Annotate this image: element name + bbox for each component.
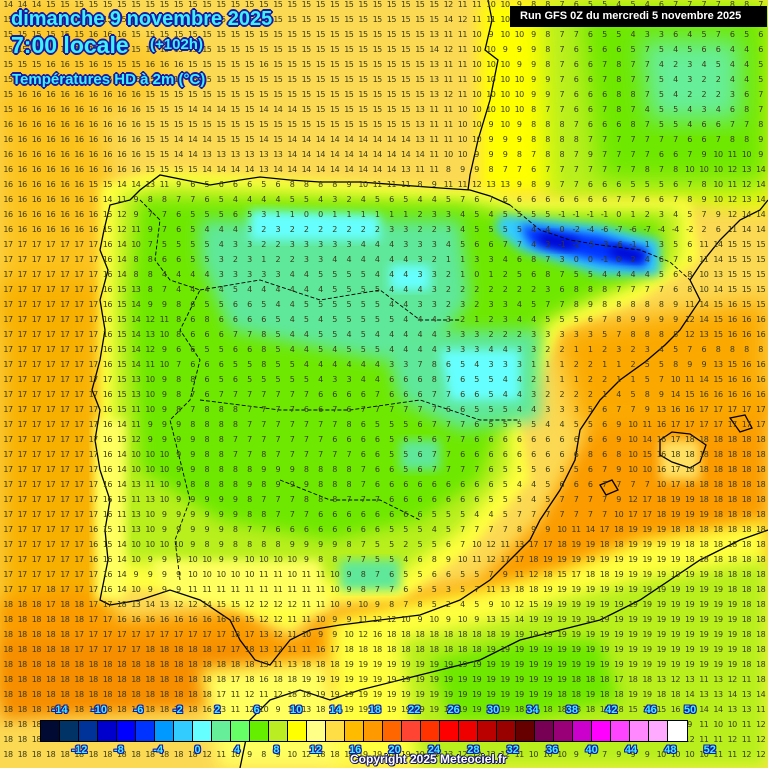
region-border-2 [199, 399, 520, 421]
legend-label-bottom: -4 [153, 744, 164, 756]
legend-swatch [250, 721, 269, 741]
legend-label-bottom: 20 [388, 744, 401, 756]
region-border-1 [199, 279, 460, 321]
coastline-iberia-west [91, 229, 111, 606]
legend-label-top: -2 [173, 704, 183, 716]
legend-swatch [155, 721, 174, 741]
coastline-africa [239, 529, 768, 768]
legend-label-top: 6 [253, 704, 260, 716]
legend-label-bottom: -8 [113, 744, 124, 756]
legend-swatch [630, 721, 649, 741]
legend-swatch [98, 721, 117, 741]
legend-swatch [307, 721, 326, 741]
legend-swatch [136, 721, 155, 741]
legend-label-top: 30 [486, 704, 500, 716]
legend-label-top: -10 [91, 704, 108, 716]
legend-swatch [516, 721, 535, 741]
coastline-france-west [467, 0, 499, 191]
legend-swatch [497, 721, 516, 741]
parameter-title: Températures HD à 2m (°C) [12, 71, 206, 88]
legend-label-top: 34 [526, 704, 539, 716]
legend-swatch [668, 721, 687, 741]
legend-label-top: -6 [133, 704, 144, 716]
legend-swatch [79, 721, 98, 741]
legend-label-bottom: 4 [233, 744, 241, 756]
legend-swatch [554, 721, 573, 741]
legend-label-top: 42 [605, 704, 618, 716]
legend-label-top: 22 [408, 704, 421, 716]
coastline-france-med [689, 199, 768, 281]
legend-swatch [440, 721, 459, 741]
legend-swatch [459, 721, 478, 741]
border-portugal-spain [139, 199, 201, 581]
legend-swatch [174, 721, 193, 741]
legend-label-bottom: 24 [427, 744, 441, 756]
legend-swatch [117, 721, 136, 741]
coastline-iberia-south [109, 279, 701, 666]
legend-label-top: 2 [214, 704, 221, 716]
borders [139, 199, 691, 581]
legend-label-bottom: 12 [309, 744, 322, 756]
legend-swatch [478, 721, 497, 741]
legend-label-bottom: 52 [703, 744, 716, 756]
legend-swatch [364, 721, 383, 741]
legend-label-bottom: 44 [624, 744, 638, 756]
legend-label-top: 10 [289, 704, 303, 716]
forecast-date: dimanche 9 novembre 2025 [11, 8, 273, 30]
legend-label-top: 46 [644, 704, 657, 716]
legend-label-bottom: 16 [349, 744, 362, 756]
legend-label-bottom: 8 [273, 744, 280, 756]
legend-label-top: 18 [368, 704, 382, 716]
coastlines [91, 0, 768, 768]
legend-swatch [269, 721, 288, 741]
lead-time: (+102h) [150, 36, 203, 53]
legend-swatch [611, 721, 630, 741]
legend-swatch [60, 721, 79, 741]
legend-label-bottom: 32 [506, 744, 519, 756]
legend-swatch [326, 721, 345, 741]
region-border-3 [279, 479, 421, 521]
legend-swatch [383, 721, 402, 741]
legend-label-bottom: 28 [467, 744, 480, 756]
legend-label-bottom: 0 [194, 744, 201, 756]
color-scale-legend [40, 720, 688, 742]
legend-swatch [535, 721, 554, 741]
legend-swatch [592, 721, 611, 741]
legend-swatch [573, 721, 592, 741]
balearic-menorca [728, 414, 753, 433]
legend-label-top: 50 [683, 704, 697, 716]
legend-swatch [649, 721, 668, 741]
legend-label-bottom: 40 [585, 744, 598, 756]
legend-label-bottom: 48 [664, 744, 677, 756]
legend-label-top: 38 [565, 704, 579, 716]
legend-swatch [421, 721, 440, 741]
legend-swatch [288, 721, 307, 741]
balearic-majorca [659, 431, 707, 469]
legend-label-bottom: -12 [71, 744, 88, 756]
legend-label-top: 14 [329, 704, 342, 716]
legend-swatch [402, 721, 421, 741]
legend-label-bottom: 36 [546, 744, 559, 756]
legend-label-top: 26 [447, 704, 460, 716]
copyright: Copyright 2025 Meteociel.fr [350, 752, 507, 766]
forecast-time: 7:00 locale [11, 32, 129, 58]
coastline-iberia-north [103, 174, 511, 231]
legend-swatch [231, 721, 250, 741]
legend-swatch [193, 721, 212, 741]
legend-swatch [41, 721, 60, 741]
model-run-label: Run GFS 0Z du mercredi 5 novembre 2025 [510, 6, 767, 27]
legend-swatch [345, 721, 364, 741]
legend-label-top: -14 [51, 704, 68, 716]
balearic-ibiza [599, 479, 619, 496]
border-spain-france [509, 204, 691, 281]
legend-swatch [212, 721, 231, 741]
